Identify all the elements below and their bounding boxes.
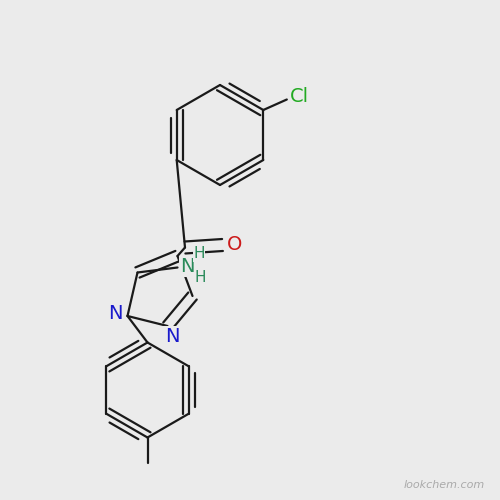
Text: N: N (166, 328, 180, 346)
Text: N: N (108, 304, 123, 323)
Text: Cl: Cl (290, 87, 310, 106)
Text: H: H (194, 270, 206, 285)
Text: H: H (193, 246, 205, 262)
Text: lookchem.com: lookchem.com (404, 480, 485, 490)
Text: O: O (227, 236, 242, 255)
Text: N: N (180, 257, 195, 276)
